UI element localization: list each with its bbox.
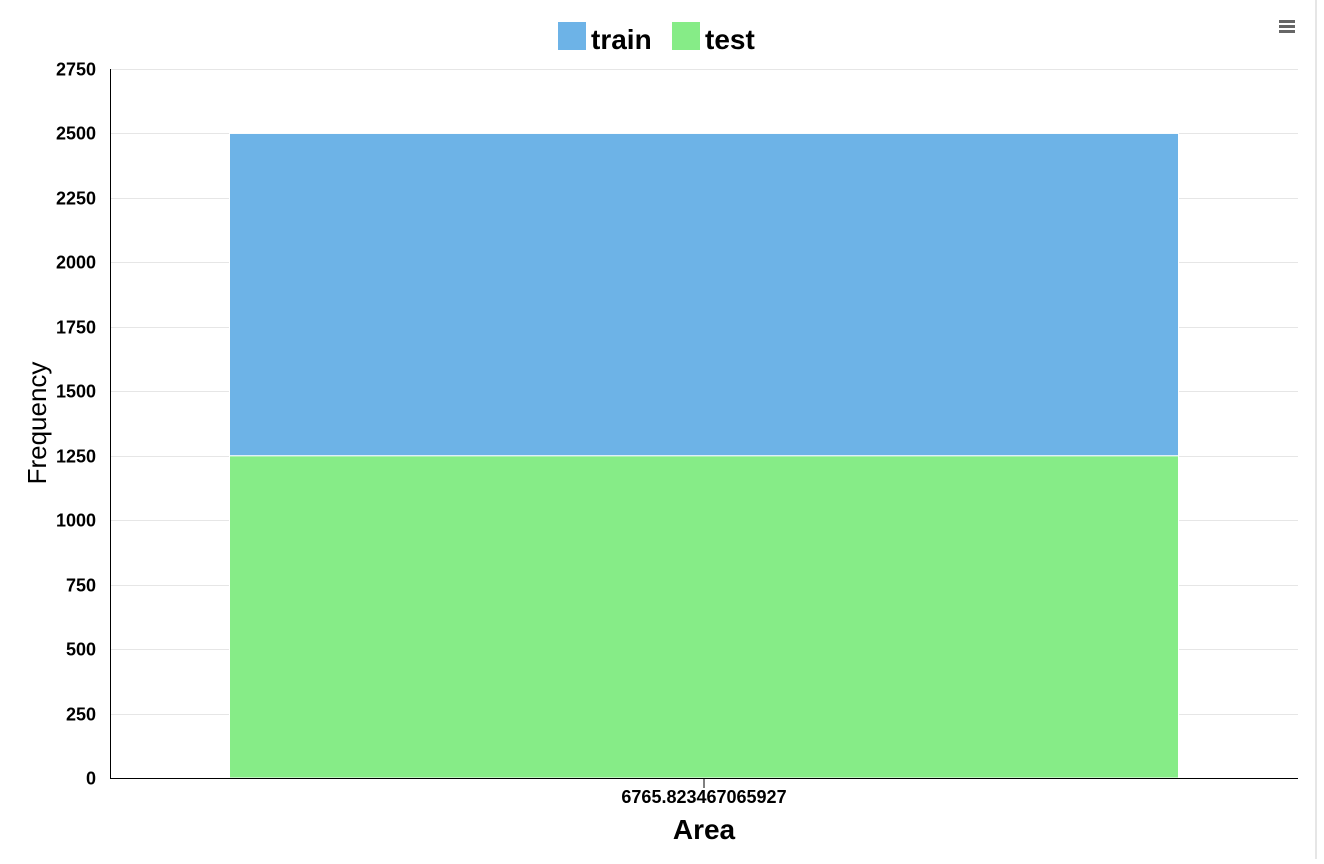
y-tick-label: 1750: [56, 318, 96, 338]
y-tick-label: 1500: [56, 382, 96, 402]
bars: [229, 132, 1179, 779]
y-tick-label: 1250: [56, 447, 96, 467]
y-tick-label: 500: [66, 640, 96, 660]
legend-item-train[interactable]: train: [558, 22, 652, 55]
legend[interactable]: train test: [558, 22, 755, 55]
legend-swatch-test: [672, 22, 700, 50]
y-tick-label: 2500: [56, 124, 96, 144]
y-tick-label: 750: [66, 576, 96, 596]
tick-labels: 0 250 500 750 1000 1250 1500 1750 2000 2250 2500 27…: [56, 60, 787, 808]
x-axis-title: Area: [673, 814, 736, 845]
legend-label-test: test: [705, 24, 755, 55]
y-tick-label: 2000: [56, 253, 96, 273]
y-axis-title: Frequency: [22, 362, 52, 485]
y-tick-label: 1000: [56, 511, 96, 531]
bar-train: [229, 132, 1179, 457]
legend-item-test[interactable]: test: [672, 22, 755, 55]
y-tick-label: 2750: [56, 60, 96, 80]
x-tick-label: 6765.823467065927: [621, 787, 786, 807]
y-tick-label: 250: [66, 705, 96, 725]
hamburger-menu-icon[interactable]: [1276, 16, 1298, 38]
y-tick-label: 0: [86, 769, 96, 789]
y-tick-label: 2250: [56, 189, 96, 209]
panel-border: [1315, 0, 1317, 859]
bar-test: [229, 455, 1179, 779]
legend-label-train: train: [591, 24, 652, 55]
legend-swatch-train: [558, 22, 586, 50]
axes: [110, 69, 1298, 788]
